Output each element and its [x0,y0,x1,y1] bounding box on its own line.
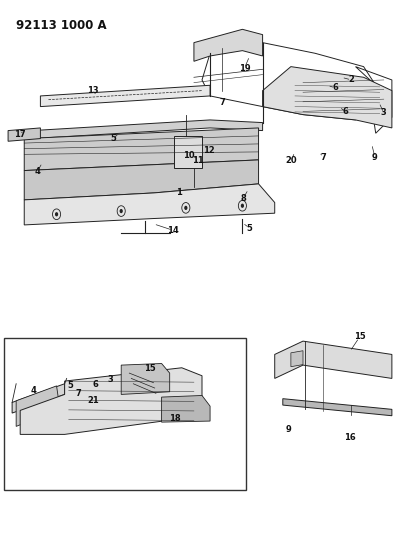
Text: 8: 8 [240,194,246,203]
Text: 5: 5 [110,134,116,143]
Text: 5: 5 [68,381,74,390]
Text: 3: 3 [107,375,113,384]
Text: 2: 2 [349,76,354,84]
Text: 6: 6 [332,84,338,92]
Text: 7: 7 [76,389,82,398]
Text: 17: 17 [14,130,25,139]
Polygon shape [16,386,59,426]
Text: 21: 21 [87,397,99,405]
Polygon shape [20,368,202,434]
Polygon shape [8,128,40,141]
Text: 7: 7 [320,153,326,161]
Polygon shape [162,395,210,422]
Polygon shape [32,120,263,139]
Text: 7: 7 [219,98,225,107]
Polygon shape [24,160,259,200]
Circle shape [55,212,58,216]
Text: 4: 4 [34,167,40,176]
Text: 18: 18 [169,414,180,423]
Polygon shape [24,184,275,225]
Polygon shape [121,364,170,394]
Polygon shape [275,341,392,378]
Text: 10: 10 [183,151,195,160]
Text: 20: 20 [285,157,297,165]
Text: 9: 9 [372,153,378,161]
Text: 6: 6 [343,108,348,116]
Text: 3: 3 [381,109,387,117]
Polygon shape [291,351,303,367]
Bar [4,338,246,490]
Text: 12: 12 [203,146,215,155]
Polygon shape [283,399,392,416]
Bar [174,136,202,168]
Text: 1: 1 [176,189,181,197]
Polygon shape [40,85,210,107]
Text: 16: 16 [343,433,356,441]
Text: 9: 9 [286,425,292,433]
Text: 11: 11 [192,157,204,165]
Circle shape [241,204,244,208]
Polygon shape [263,67,392,128]
Polygon shape [12,384,65,413]
Text: 5: 5 [247,224,252,232]
Text: 15: 15 [354,333,366,341]
Text: 15: 15 [143,365,156,373]
Text: 19: 19 [239,64,250,72]
Text: 92113 1000 A: 92113 1000 A [16,19,107,31]
Polygon shape [24,128,259,171]
Text: 14: 14 [167,226,179,235]
Text: 6: 6 [92,381,98,389]
Circle shape [120,209,123,213]
Circle shape [184,206,187,210]
Polygon shape [194,29,263,61]
Text: 4: 4 [30,386,36,394]
Text: 13: 13 [87,86,99,95]
